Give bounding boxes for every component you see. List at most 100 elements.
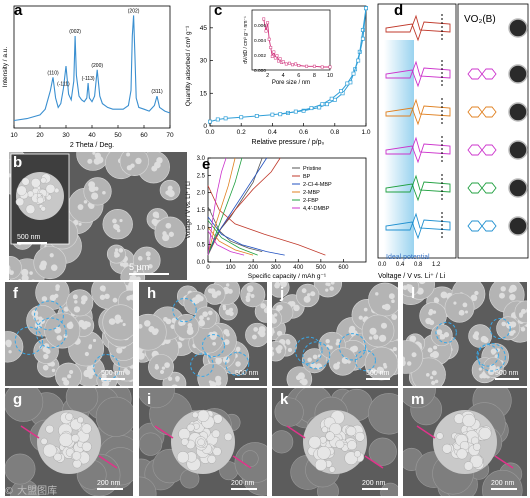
panel-label-m: m	[411, 391, 425, 408]
inset-point	[262, 17, 266, 21]
x-tick-label-5: 1.0	[361, 129, 370, 136]
scale-bar-main: 5 μm	[129, 262, 169, 275]
panel-g: g 200 nm	[5, 388, 133, 496]
isotherm-point	[360, 28, 365, 32]
legend-entry-4: 2-FBP	[303, 198, 319, 204]
benzene-ring-b-5	[481, 220, 497, 232]
isotherm-point	[364, 6, 368, 11]
nanoplate	[126, 152, 131, 157]
nanoplate	[250, 294, 255, 298]
nanoplate	[54, 326, 62, 334]
highlight-circle	[354, 349, 376, 372]
inset-x-tick-3: 8	[313, 73, 316, 79]
nanoplate	[308, 435, 322, 449]
x-tick-label-3: 300	[271, 265, 282, 271]
nanoplate	[83, 200, 88, 204]
y-tick-label-4: 2.0	[197, 191, 206, 197]
y-tick-label-0: 0.0	[197, 260, 206, 266]
nanoplate	[325, 338, 330, 344]
nanoplate	[300, 378, 308, 386]
nanoplate	[328, 466, 336, 473]
nanoplate	[29, 271, 33, 275]
x-tick-label-4: 400	[293, 265, 304, 271]
nanoplate	[496, 366, 500, 371]
nanoplate	[55, 287, 60, 291]
nanoplate	[224, 432, 233, 441]
x-tick-label-2: 30	[62, 132, 70, 139]
nanoplate	[487, 368, 495, 376]
nanoplate	[427, 347, 433, 353]
y-tick-label-2: 1.0	[197, 225, 206, 231]
scale-bar-g: 200 nm	[97, 480, 123, 490]
pink-arrow	[154, 425, 174, 439]
microsphere	[83, 177, 112, 206]
nanoplate	[431, 380, 436, 386]
nanoplate	[228, 307, 234, 312]
y-axis-label: Voltage / V vs. Li⁺ / Li	[185, 181, 192, 239]
microsphere	[368, 282, 398, 317]
inset-point	[305, 64, 309, 68]
nanoplate	[99, 294, 106, 300]
x-axis-label: Specific capacity / mAh g⁻¹	[248, 273, 327, 280]
panel-h: h 500 nm	[139, 282, 267, 386]
nanoplate	[370, 368, 376, 374]
y-tick-label-3: 1.5	[197, 208, 206, 214]
isotherm-point	[329, 96, 334, 101]
inset-y-tick-2: 0.004	[254, 38, 266, 44]
inset-line	[263, 18, 330, 68]
nanoplate	[440, 291, 448, 299]
x-tick-label-2: 0.4	[268, 129, 277, 136]
nanoplate	[195, 294, 202, 301]
legend-entry-3: 2-MBP	[303, 190, 320, 196]
nanoplate	[462, 302, 468, 308]
background-particle	[139, 388, 175, 409]
nanoplate	[77, 204, 84, 210]
panel-label-h: h	[147, 285, 157, 302]
nanoplate	[335, 439, 345, 449]
nanoplate	[143, 320, 151, 327]
background-particle	[274, 397, 304, 427]
vo2-title: VO₂(B)	[464, 14, 496, 25]
nanoplate	[325, 288, 329, 292]
nanoplate	[42, 443, 57, 458]
nanoplate	[67, 374, 72, 379]
highlight-circle	[172, 297, 197, 323]
peak-label-5: (202)	[128, 8, 140, 14]
nanoplate	[164, 362, 170, 368]
nanoplate	[526, 308, 527, 314]
sem-image	[403, 388, 527, 496]
nanoplate	[45, 424, 54, 434]
nanoplate	[478, 426, 492, 440]
scale-bar-i: 200 nm	[231, 480, 257, 490]
nanoplate	[509, 284, 517, 293]
isotherm-point	[208, 119, 212, 124]
nanoplate	[9, 267, 11, 274]
nanoplate	[456, 448, 468, 460]
legend-entry-0: Pristine	[303, 166, 321, 172]
nanoplate	[78, 222, 82, 226]
nanoplate	[520, 308, 527, 314]
nanoplate	[260, 303, 266, 309]
nanoplate	[363, 307, 368, 312]
nanoplate	[373, 334, 379, 340]
nanoplate	[186, 423, 195, 432]
inset-x-tick-2: 6	[297, 73, 300, 79]
benzene-ring-a-4	[467, 182, 483, 194]
x-tick-label-3: 0.6	[299, 129, 308, 136]
nanoplate	[434, 379, 439, 384]
isotherm-point	[345, 81, 350, 86]
inset-point	[291, 63, 295, 67]
x-tick-label-0: 0.0	[205, 129, 214, 136]
benzene-ring-a-2	[467, 106, 483, 118]
nanoplate	[314, 458, 328, 471]
nanoplate	[112, 218, 117, 224]
nanoplate	[276, 330, 283, 337]
benzene-ring-a-1	[467, 68, 483, 80]
isotherm-point	[325, 102, 329, 107]
background-particle	[368, 437, 397, 466]
nanoplate	[187, 326, 193, 332]
panel-label-e: e	[202, 156, 211, 173]
nanoplate	[463, 461, 474, 471]
microsphere	[120, 264, 146, 280]
nanoplate	[45, 349, 51, 355]
